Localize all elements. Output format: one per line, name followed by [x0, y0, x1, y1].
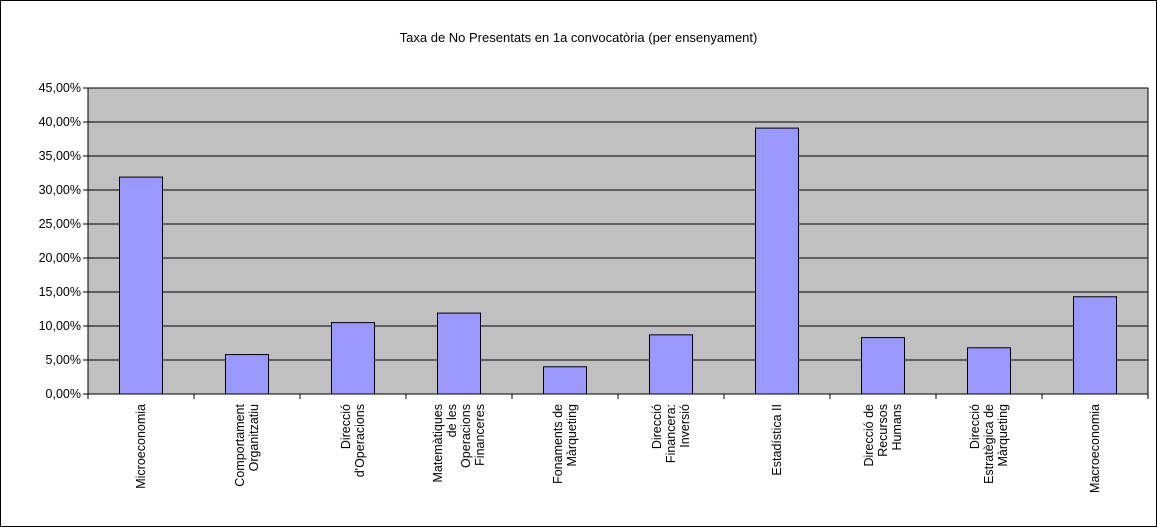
bar [755, 127, 799, 395]
bar [119, 176, 163, 395]
y-tick-label: 40,00% [39, 115, 81, 129]
x-tick-label: Estadística II [770, 404, 784, 476]
x-tick-label: Macroeconomia [1088, 404, 1102, 493]
x-tick-label-line: Inversió [678, 404, 692, 448]
y-tick-label: 30,00% [39, 183, 81, 197]
x-tick-label: Direcció Estratègica de Màrqueting [968, 404, 1010, 484]
x-tick-label-line: Financera: [664, 404, 678, 463]
x-tick-label: Comportament Organitzatiu [233, 403, 261, 486]
x-tick-label-line: Operacions [459, 404, 473, 468]
x-tick-label-line: Recursos [876, 404, 890, 457]
x-tick-label-line: Màrqueting [565, 404, 579, 467]
bar [225, 354, 269, 395]
x-tick-label-line: d'Operacions [353, 404, 367, 477]
y-tick-label: 10,00% [39, 319, 81, 333]
bar [649, 334, 693, 395]
x-tick-label-line: Financeres [473, 404, 487, 466]
y-tick-label: 15,00% [39, 285, 81, 299]
y-tick-label: 5,00% [46, 353, 81, 367]
x-tick-label-line: de les [445, 404, 459, 437]
y-tick-label: 25,00% [39, 217, 81, 231]
y-tick-label: 35,00% [39, 149, 81, 163]
x-tick-label-line: Direcció [339, 404, 353, 449]
x-tick-label-line: Matemàtiques [431, 404, 445, 483]
bar [967, 347, 1011, 395]
x-tick-label: Microeconomia [134, 404, 148, 489]
bar [331, 322, 375, 395]
x-tick-label: Direcció d'Operacions [339, 404, 367, 477]
bar [1073, 296, 1117, 395]
x-tick-label-line: Humans [890, 404, 904, 451]
x-tick-label-line: Comportament [233, 403, 247, 486]
x-tick-label-line: Direcció de [862, 404, 876, 467]
x-tick-label-line: Màrqueting [996, 404, 1010, 467]
x-tick-label-line: Fonaments de [551, 404, 565, 484]
plot-area [87, 87, 1149, 395]
x-tick-label-line: Macroeconomia [1088, 404, 1102, 493]
x-tick-label-line: Organitzatiu [247, 404, 261, 471]
x-tick-label-line: Direcció [650, 404, 664, 449]
y-tick-label: 45,00% [39, 81, 81, 95]
y-tick-label: 0,00% [46, 387, 81, 401]
x-tick-label-line: Microeconomia [134, 404, 148, 489]
x-tick-label: Fonaments de Màrqueting [551, 404, 579, 484]
bar [861, 337, 905, 395]
x-tick-label-line: Estratègica de [982, 404, 996, 484]
x-tick-label: Direcció Financera: Inversió [650, 404, 692, 463]
x-tick-label: Direcció de Recursos Humans [862, 404, 904, 467]
y-tick-label: 20,00% [39, 251, 81, 265]
x-tick-label-line: Direcció [968, 404, 982, 449]
bar [543, 366, 587, 395]
x-tick-label: Matemàtiques de les Operacions Financeres [431, 404, 487, 483]
chart-title: Taxa de No Presentats en 1a convocatòria… [399, 30, 758, 45]
x-tick-label-line: Estadística II [770, 404, 784, 476]
bar [437, 312, 481, 395]
